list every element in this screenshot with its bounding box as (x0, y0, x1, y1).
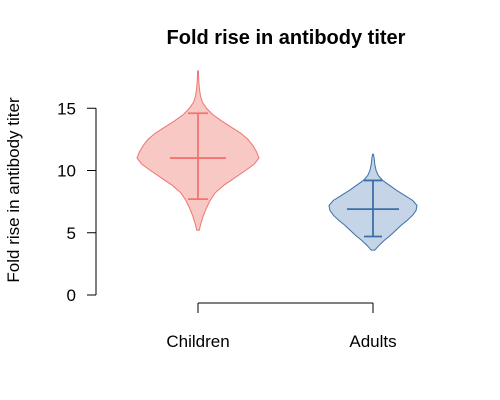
violin-group (136, 70, 418, 251)
y-tick-label-0: 0 (67, 286, 76, 305)
violin-adults (328, 153, 418, 251)
y-tick-label-10: 10 (57, 162, 76, 181)
x-tick-label-children: Children (166, 332, 229, 351)
y-axis-label: Fold rise in antibody titer (4, 97, 23, 283)
x-axis: Children Adults (166, 302, 397, 351)
violin-children (136, 70, 260, 231)
x-tick-label-adults: Adults (349, 332, 396, 351)
chart-title: Fold rise in antibody titer (167, 27, 406, 49)
y-tick-label-15: 15 (57, 99, 76, 118)
y-tick-label-5: 5 (67, 224, 76, 243)
y-axis: 0 5 10 15 (57, 99, 97, 305)
